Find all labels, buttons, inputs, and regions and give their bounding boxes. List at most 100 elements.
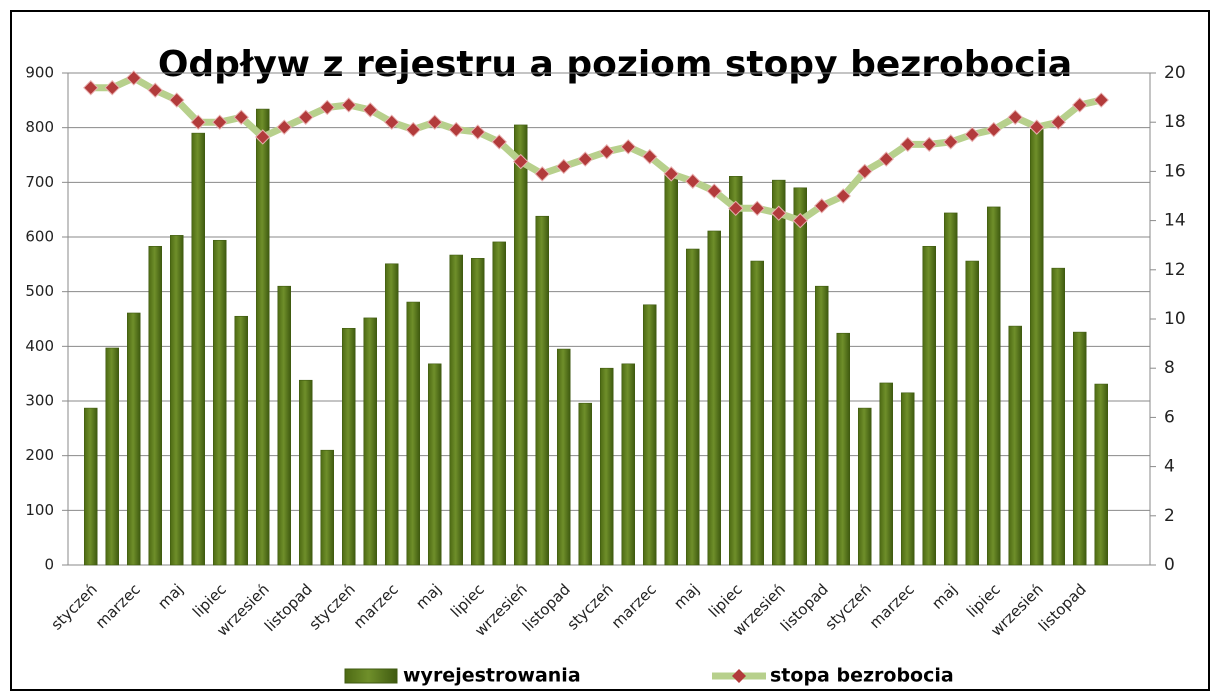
- y-tick-label: 300: [25, 392, 54, 410]
- y-tick-label: 100: [25, 501, 54, 519]
- marker: [577, 151, 593, 167]
- marker: [792, 212, 808, 229]
- y-tick-label: 800: [25, 118, 54, 136]
- marker: [513, 153, 529, 170]
- y2-tick-label: 12: [1164, 260, 1186, 280]
- bar: [84, 407, 98, 566]
- y-tick-label: 600: [25, 228, 54, 246]
- bar: [879, 382, 893, 566]
- marker: [405, 121, 421, 138]
- marker: [986, 121, 1002, 138]
- bar: [793, 187, 807, 566]
- y-tick-label: 400: [25, 337, 54, 355]
- marker: [706, 183, 722, 199]
- marker: [964, 126, 980, 143]
- y2-tick-label: 20: [1164, 63, 1186, 83]
- bar: [1008, 325, 1022, 566]
- y2-tick-label: 6: [1164, 407, 1175, 427]
- marker: [169, 92, 185, 108]
- bar: [449, 254, 463, 566]
- bar: [707, 230, 721, 566]
- marker: [384, 114, 400, 130]
- marker: [1007, 109, 1023, 125]
- bar: [148, 245, 163, 566]
- y2-tick-label: 16: [1164, 161, 1186, 181]
- bar: [685, 248, 700, 566]
- marker: [857, 163, 873, 180]
- bar: [363, 317, 377, 566]
- bar: [943, 212, 958, 566]
- legend-marker: [732, 669, 746, 683]
- bar: [105, 347, 120, 566]
- marker: [749, 200, 765, 217]
- bar: [427, 363, 442, 566]
- bar: [1051, 267, 1066, 566]
- bar: [127, 312, 141, 566]
- y-tick-label: 900: [25, 64, 54, 82]
- y-tick-label: 700: [25, 173, 54, 191]
- bar: [170, 235, 184, 566]
- marker: [212, 114, 228, 130]
- bar: [513, 124, 528, 566]
- legend-label: stopa bezrobocia: [770, 665, 954, 687]
- marker: [685, 173, 701, 189]
- bar: [384, 263, 399, 566]
- marker: [771, 205, 787, 221]
- marker: [663, 166, 679, 182]
- bar: [213, 239, 227, 566]
- y-tick-label: 200: [25, 446, 54, 464]
- marker: [599, 144, 615, 160]
- y2-tick-label: 14: [1164, 211, 1186, 231]
- marker: [728, 200, 744, 217]
- bar: [277, 285, 291, 566]
- y2-tick-label: 18: [1164, 112, 1186, 132]
- y2-tick-label: 4: [1164, 457, 1175, 477]
- bar: [986, 206, 1001, 566]
- marker: [190, 114, 206, 130]
- y-tick-label: 500: [25, 282, 54, 300]
- marker: [319, 99, 335, 116]
- marker: [921, 136, 937, 153]
- marker: [943, 134, 959, 150]
- marker: [835, 188, 851, 204]
- marker: [298, 109, 314, 125]
- bar: [814, 285, 829, 566]
- bar: [728, 176, 743, 566]
- chart-title: Odpływ z rejestru a poziom stopy bezrobo…: [158, 44, 1072, 85]
- bar: [922, 245, 936, 566]
- bar: [1094, 383, 1109, 566]
- bar: [535, 215, 549, 566]
- bar: [191, 132, 206, 566]
- marker: [104, 80, 120, 96]
- bar: [492, 241, 506, 566]
- marker: [362, 102, 378, 118]
- bar: [1030, 129, 1044, 566]
- bar: [406, 301, 420, 566]
- bar: [857, 407, 872, 566]
- marker: [126, 70, 142, 86]
- marker: [147, 82, 163, 98]
- marker: [534, 166, 550, 182]
- marker: [83, 80, 99, 96]
- legend-label: wyrejestrowania: [403, 665, 581, 687]
- bar: [341, 327, 356, 566]
- marker: [814, 198, 830, 214]
- bar: [320, 449, 334, 566]
- bar: [234, 315, 249, 566]
- marker: [341, 97, 357, 113]
- marker: [255, 129, 271, 145]
- bar: [255, 108, 270, 566]
- marker: [276, 119, 292, 135]
- bar: [900, 392, 915, 566]
- legend-swatch: [344, 668, 398, 684]
- bar: [298, 379, 313, 566]
- y2-tick-label: 8: [1164, 358, 1175, 378]
- bar: [556, 348, 571, 566]
- bar: [750, 260, 764, 566]
- bar: [642, 304, 657, 566]
- bar: [470, 258, 485, 566]
- bar: [664, 174, 678, 566]
- marker: [556, 158, 572, 175]
- bar: [771, 179, 786, 566]
- bar: [836, 332, 850, 566]
